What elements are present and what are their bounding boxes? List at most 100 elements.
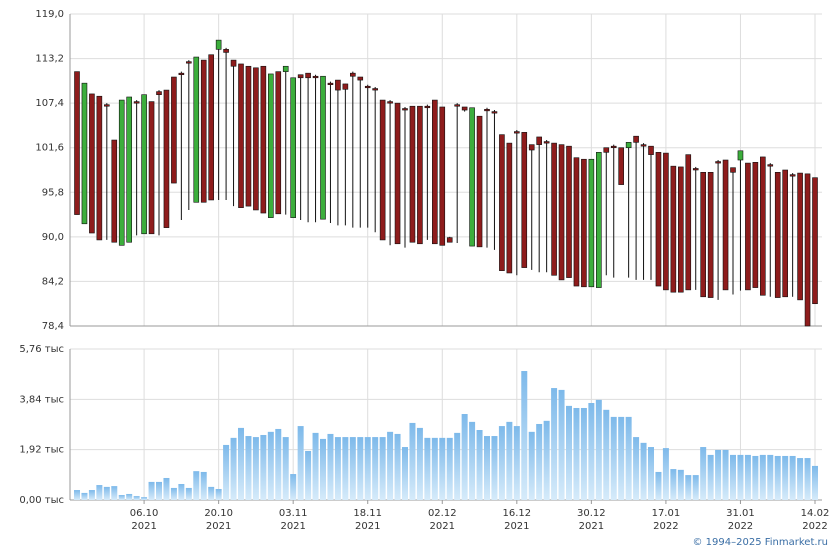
candle-body — [387, 101, 393, 104]
volume-bar — [394, 433, 401, 500]
volume-bar — [297, 426, 304, 500]
candle-body — [551, 142, 557, 276]
candle-body — [640, 144, 647, 147]
candle-body — [126, 96, 132, 243]
volume-bar — [648, 447, 654, 500]
y-tick-label: 119,0 — [35, 9, 64, 20]
candle-body — [692, 168, 699, 171]
candle-body — [469, 107, 475, 247]
volume-bar — [446, 437, 453, 500]
candle-body — [89, 93, 95, 234]
volume-bar — [618, 416, 625, 500]
volume-bar — [208, 486, 215, 500]
volume-bar — [215, 488, 222, 500]
volume-bar — [431, 437, 438, 500]
volume-bar — [543, 420, 550, 500]
candle-body — [722, 159, 729, 291]
y-tick-label: 101,6 — [35, 143, 64, 154]
x-tick-label: 30.12 — [577, 508, 606, 519]
volume-bar — [349, 437, 356, 500]
volume-bar — [707, 454, 714, 500]
volume-bar — [357, 437, 364, 500]
volume-bar — [595, 399, 602, 500]
volume-bar — [536, 423, 543, 500]
volume-bar — [200, 471, 207, 500]
volume-bar — [260, 434, 267, 500]
candle-body — [454, 104, 460, 107]
volume-bar — [580, 407, 587, 500]
volume-bar — [767, 454, 774, 500]
x-tick-year: 2021 — [355, 521, 380, 532]
volume-bar — [230, 437, 237, 500]
x-tick-year: 2022 — [653, 521, 678, 532]
volume-bar — [625, 416, 632, 500]
candle-body — [260, 65, 267, 214]
candle-body — [148, 101, 155, 235]
candle-body — [678, 166, 684, 293]
y-tick-label: 1,92 тыс — [19, 445, 64, 456]
candle-body — [297, 74, 304, 79]
volume-bar — [312, 432, 319, 500]
candle-body — [446, 237, 453, 243]
candle-body — [745, 162, 751, 291]
volume-bar — [88, 490, 95, 500]
candle-body — [290, 77, 296, 218]
volume-bar — [170, 487, 177, 500]
candle-body — [253, 67, 259, 211]
x-tick-year: 2022 — [728, 521, 753, 532]
volume-bar — [424, 437, 431, 500]
volume-bar — [752, 455, 759, 500]
candle-body — [305, 72, 311, 79]
volume-bar — [275, 428, 282, 500]
volume-bar — [402, 447, 408, 500]
candle-body — [581, 158, 587, 288]
candle-body — [603, 147, 610, 153]
candle-body — [230, 59, 237, 67]
volume-bar — [334, 437, 341, 500]
x-tick-year: 2021 — [504, 521, 529, 532]
volume-bar — [812, 465, 818, 500]
x-tick-label: 18.11 — [353, 508, 382, 519]
candle-body — [760, 156, 766, 296]
volume-bar — [372, 437, 379, 500]
candle-body — [245, 65, 252, 207]
y-tick-label: 78,4 — [42, 321, 64, 332]
volume-bar — [342, 437, 349, 500]
volume-bar — [551, 388, 558, 500]
volume-bar — [633, 437, 640, 500]
candle-body — [432, 99, 438, 245]
candle-body — [633, 135, 639, 143]
candle-body — [573, 157, 580, 287]
volume-bar — [320, 438, 326, 500]
volume-bar — [730, 454, 736, 500]
candle-body — [208, 54, 214, 201]
x-tick-year: 2021 — [430, 521, 455, 532]
volume-bar — [282, 437, 289, 500]
volume-bar — [677, 469, 684, 500]
volume-bar — [491, 436, 498, 500]
volume-bar — [364, 437, 371, 500]
candle-body — [700, 172, 706, 298]
volume-bar — [603, 409, 610, 500]
volume-bar — [797, 458, 804, 500]
candle-body — [506, 142, 513, 274]
candle-body — [357, 76, 364, 81]
candle-body — [312, 75, 319, 79]
candle-body — [163, 89, 170, 228]
candle-body — [491, 111, 498, 114]
candle-body — [596, 152, 602, 288]
volume-bar — [416, 427, 423, 500]
volume-bar — [267, 431, 274, 500]
volume-bar — [640, 442, 647, 500]
candle-body — [752, 162, 759, 288]
candle-body — [156, 91, 162, 95]
candle-body — [171, 76, 177, 184]
candle-body — [543, 141, 550, 144]
candle-body — [536, 136, 542, 145]
volume-bar — [692, 475, 699, 500]
volume-bar — [469, 421, 476, 500]
footer: © 1994–2025 Finmarket.ru — [692, 537, 828, 548]
candle-body — [521, 132, 528, 268]
candle-body — [439, 106, 446, 246]
